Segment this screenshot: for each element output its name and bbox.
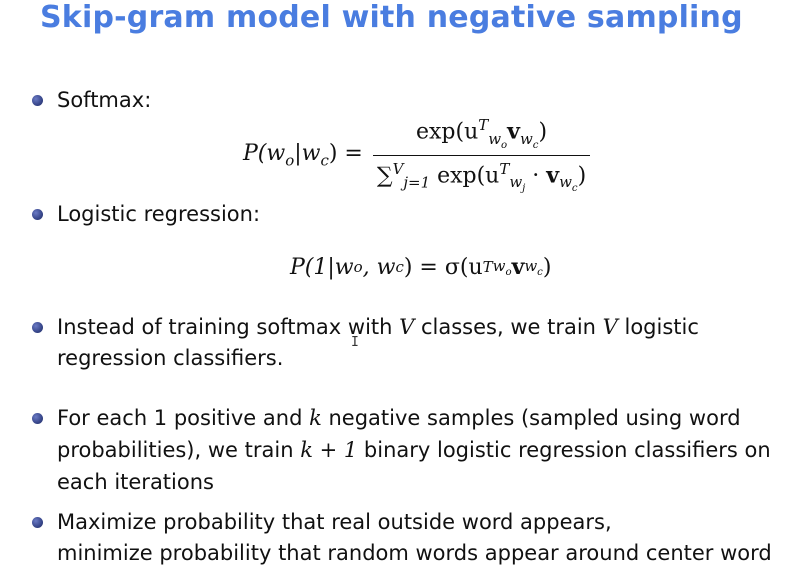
bullet-icon — [32, 413, 43, 424]
bullet-logistic-label: Logistic regression: — [57, 202, 261, 226]
bullet-foreach-line2: probabilities), we train k + 1 binary lo… — [57, 438, 771, 462]
text-cursor-icon: I — [351, 335, 359, 350]
bullet-maximize-line1: Maximize probability that real outside w… — [57, 510, 612, 534]
softmax-numerator: exp(uTwovwc) — [415, 116, 548, 151]
bullet-foreach-line1: For each 1 positive and k negative sampl… — [57, 406, 741, 430]
softmax-equation: P(wo|wc) = exp(uTwovwc) ∑Vj=1 exp(uTwj ·… — [243, 116, 591, 194]
bullet-icon — [32, 209, 43, 220]
bullet-softmax-label: Softmax: — [57, 88, 152, 112]
bullet-icon — [32, 517, 43, 528]
slide-title: Skip-gram model with negative sampling — [40, 0, 743, 35]
bullet-icon — [32, 95, 43, 106]
softmax-denominator: ∑Vj=1 exp(uTwj · vwc) — [372, 154, 591, 194]
softmax-fraction: exp(uTwovwc) ∑Vj=1 exp(uTwj · vwc) — [372, 116, 591, 194]
softmax-lhs: P(wo|wc) = — [243, 141, 363, 170]
bullet-foreach-line3: each iterations — [57, 470, 214, 494]
bullet-icon — [32, 322, 43, 333]
bullet-instead-line2: regression classifiers. — [57, 346, 284, 370]
bullet-maximize-line2: minimize probability that random words a… — [57, 541, 772, 565]
bullet-instead-line1: Instead of training softmax with V class… — [57, 315, 699, 339]
